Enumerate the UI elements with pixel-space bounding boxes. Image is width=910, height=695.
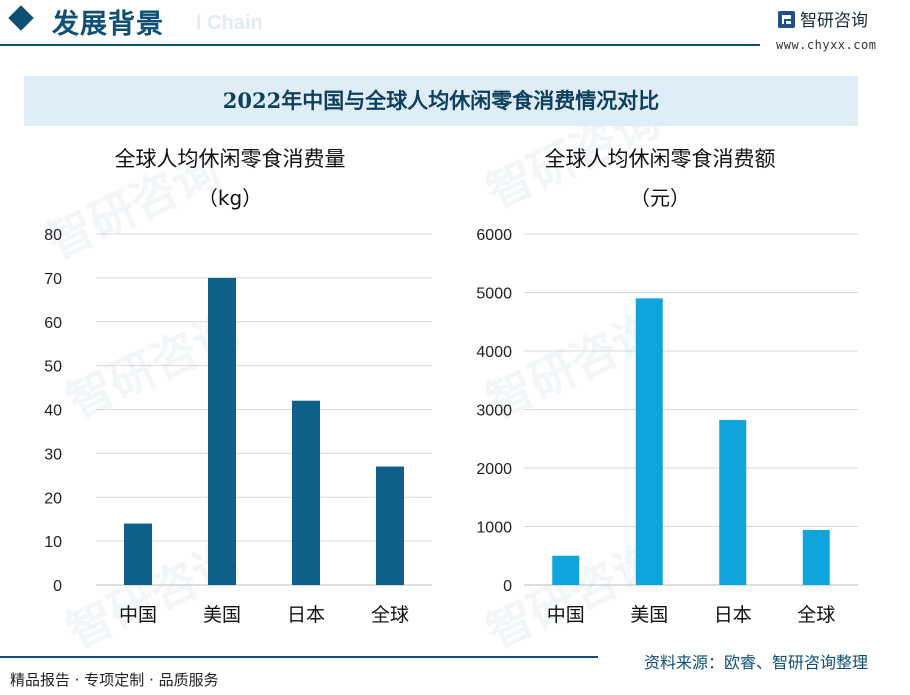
logo-name: 智研咨询 xyxy=(800,11,868,31)
header-divider xyxy=(0,44,760,46)
y-tick-label: 40 xyxy=(44,403,62,420)
bar-2 xyxy=(208,277,236,585)
y-tick-label: 6000 xyxy=(476,227,512,244)
header-ghost-text: l Chain xyxy=(196,12,263,34)
data-source: 资料来源：欧睿、智研咨询整理 xyxy=(644,653,869,672)
y-tick-label: 3000 xyxy=(476,403,512,420)
section-title: 发展背景 xyxy=(52,9,164,40)
y-tick-label: 0 xyxy=(503,578,512,595)
logo-url: www.chyxx.com xyxy=(776,38,877,52)
y-tick-label: 70 xyxy=(44,271,62,288)
y-tick-label: 2000 xyxy=(476,461,512,478)
chart-1-title: 全球人均休闲零食消费量 xyxy=(114,147,346,171)
y-tick-label: 60 xyxy=(44,315,62,332)
y-tick-label: 10 xyxy=(44,534,62,551)
x-tick-label: 日本 xyxy=(287,604,325,626)
x-tick-label: 中国 xyxy=(119,604,157,626)
bar-3 xyxy=(292,400,320,585)
footer-divider xyxy=(0,656,598,658)
x-tick-label: 日本 xyxy=(714,604,752,626)
y-tick-label: 50 xyxy=(44,359,62,376)
title-band xyxy=(24,76,858,126)
y-tick-label: 4000 xyxy=(476,344,512,361)
chart-1-unit: （kg） xyxy=(197,186,263,210)
x-tick-label: 全球 xyxy=(371,604,409,626)
chart-2-title: 全球人均休闲零食消费额 xyxy=(544,147,776,171)
chart-2-unit: （元） xyxy=(630,186,690,210)
bar-4 xyxy=(802,530,830,585)
x-tick-label: 美国 xyxy=(630,604,668,626)
y-tick-label: 1000 xyxy=(476,520,512,537)
y-tick-label: 5000 xyxy=(476,286,512,303)
bar-3 xyxy=(719,420,747,585)
y-tick-label: 80 xyxy=(44,227,62,244)
x-tick-label: 全球 xyxy=(797,604,835,626)
footer-slogan: 精品报告 · 专项定制 · 品质服务 xyxy=(10,671,219,689)
bar-2 xyxy=(635,298,663,585)
y-tick-label: 0 xyxy=(53,578,62,595)
logo-mark-icon xyxy=(778,11,795,28)
y-tick-label: 20 xyxy=(44,490,62,507)
bar-4 xyxy=(376,466,404,585)
x-tick-label: 中国 xyxy=(547,604,585,626)
bar-1 xyxy=(552,555,580,585)
y-tick-label: 30 xyxy=(44,446,62,463)
page-title: 2022年中国与全球人均休闲零食消费情况对比 xyxy=(222,88,660,113)
x-tick-label: 美国 xyxy=(203,604,241,626)
bar-1 xyxy=(124,523,152,585)
